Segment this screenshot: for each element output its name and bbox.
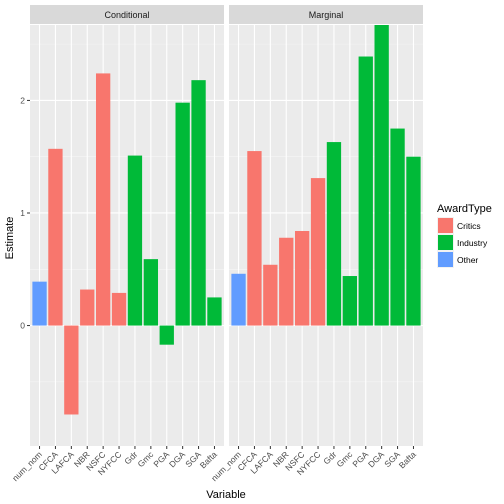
facet-strip-label: Marginal	[309, 10, 344, 20]
bar-marginal-nyfcc	[310, 178, 326, 326]
x-tick-label: PGA	[151, 449, 171, 469]
panel-marginal: Marginalnum_nomCFCALAFCANBRNSFCNYFCCGdrG…	[209, 5, 423, 483]
facet-strip	[30, 5, 224, 24]
bar-conditional-nyfcc	[111, 292, 127, 326]
x-tick-label: DGA	[366, 449, 386, 469]
bar-marginal-cfca	[247, 151, 262, 326]
x-tick-label: Gmc	[335, 449, 355, 469]
legend: AwardType Critics Industry Other	[437, 203, 492, 268]
legend-swatch	[438, 252, 453, 267]
bar-marginal-lafca	[263, 264, 278, 326]
bar-marginal-nsfc	[294, 230, 310, 326]
x-tick-label: Bafta	[397, 449, 418, 470]
y-axis: 0 1 2	[20, 95, 30, 331]
bar-conditional-dga	[175, 102, 190, 326]
bar-conditional-nsfc	[95, 73, 111, 326]
y-tick-label: 1	[20, 208, 25, 218]
legend-label: Industry	[457, 238, 488, 248]
bar-marginal-gmc	[342, 276, 358, 326]
facet-strip	[229, 5, 423, 24]
legend-item-industry: Industry	[437, 234, 488, 251]
bar-conditional-nbr	[80, 289, 95, 326]
x-tick-label: Bafta	[198, 449, 219, 470]
y-tick-label: 2	[20, 95, 25, 105]
bar-marginal-pga	[358, 56, 373, 326]
legend-items: Critics Industry Other	[437, 217, 488, 268]
bar-conditional-cfca	[48, 148, 63, 326]
y-tick-label: 0	[20, 321, 25, 331]
y-axis-title: Estimate	[4, 217, 16, 260]
legend-item-other: Other	[437, 251, 478, 268]
legend-title: AwardType	[437, 203, 492, 215]
bar-conditional-gdr	[127, 155, 143, 326]
legend-item-critics: Critics	[437, 217, 481, 234]
x-axis-title: Variable	[206, 489, 246, 501]
bar-marginal-dga	[374, 25, 389, 326]
panels: Conditionalnum_nomCFCALAFCANBRNSFCNYFCCG…	[10, 5, 423, 483]
bar-marginal-bafta	[406, 156, 421, 326]
legend-swatch	[438, 235, 453, 250]
bar-conditional-sga	[191, 80, 206, 326]
bar-conditional-num-nom	[32, 281, 47, 326]
panel-conditional: Conditionalnum_nomCFCALAFCANBRNSFCNYFCCG…	[10, 5, 224, 483]
bar-marginal-sga	[390, 128, 405, 326]
x-tick-label: DGA	[167, 449, 187, 469]
bar-marginal-gdr	[326, 142, 342, 326]
bar-conditional-lafca	[64, 325, 79, 415]
bar-marginal-nbr	[279, 237, 294, 326]
x-tick-label: PGA	[350, 449, 370, 469]
bar-conditional-bafta	[207, 297, 222, 326]
bar-marginal-num-nom	[231, 273, 246, 326]
legend-label: Critics	[457, 221, 481, 231]
x-tick-label: Gmc	[136, 449, 156, 469]
bar-conditional-gmc	[143, 259, 159, 326]
bar-conditional-pga	[159, 325, 174, 345]
legend-label: Other	[457, 255, 478, 265]
facet-strip-label: Conditional	[104, 10, 149, 20]
legend-swatch	[438, 218, 453, 233]
